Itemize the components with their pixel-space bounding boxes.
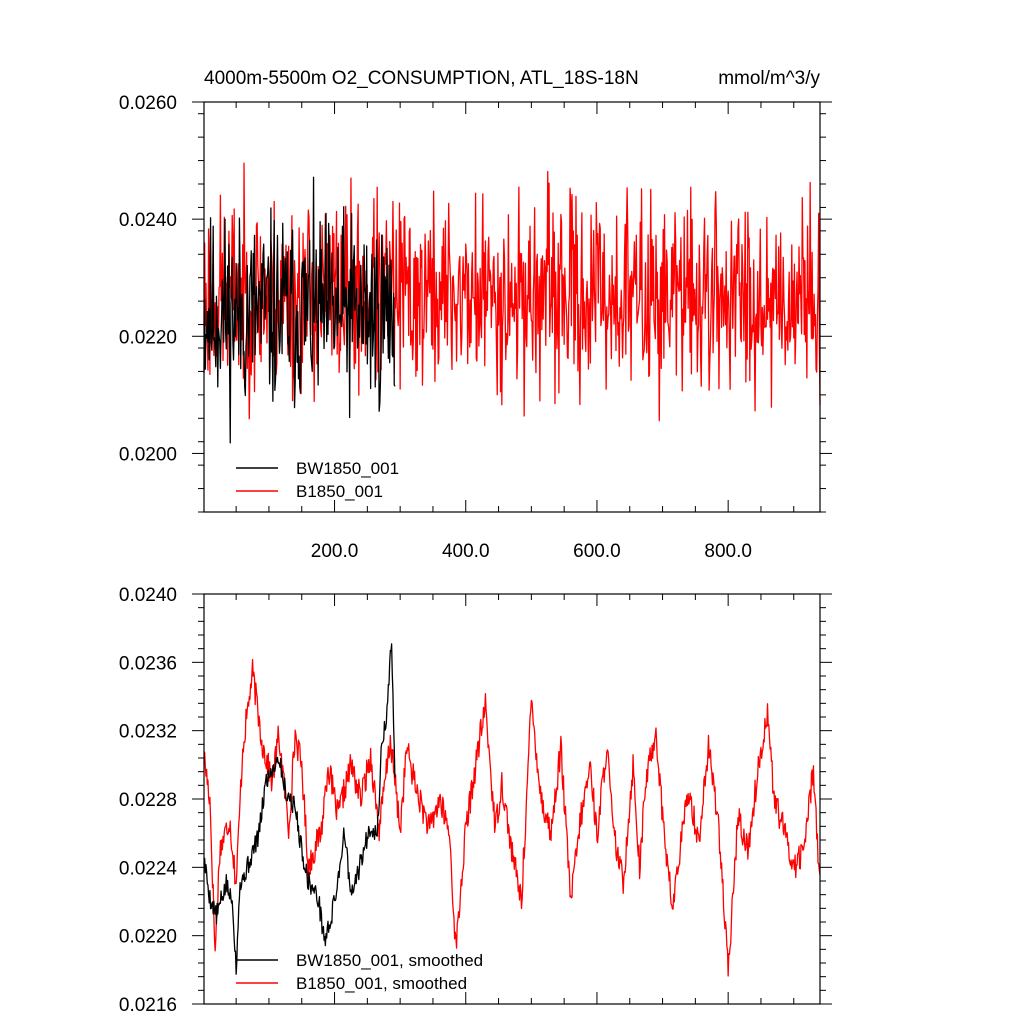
top-series-layer: [203, 162, 821, 444]
top-x-tick-label: 400.0: [442, 541, 490, 562]
top-axes-ticks: 200.0 400.0 600.0 800.0 0.0200 0.0220 0.0240 0.…: [119, 93, 832, 562]
bottom-plot-frame: [203, 593, 821, 1005]
bottom-y-tick-label: 0.0220: [119, 927, 177, 948]
bottom-y-tick-label: 0.0240: [119, 585, 177, 606]
top-legend: BW1850_001 B1850_001: [236, 459, 399, 501]
top-y-tick-label: 0.0260: [119, 93, 177, 114]
top-x-tick-label: 800.0: [704, 541, 752, 562]
legend-label-b1850: B1850_001: [296, 482, 383, 501]
bottom-axes-ticks: 0.0216 0.0220 0.0224 0.0228 0.0232 0.0236 0.02…: [119, 585, 832, 1016]
bottom-series-layer: [203, 643, 821, 977]
top-panel: 4000m-5500m O2_CONSUMPTION, ATL_18S-18N …: [119, 68, 832, 562]
bottom-y-tick-label: 0.0232: [119, 722, 177, 743]
top-plot-frame: [203, 101, 821, 513]
legend-label-b1850-smoothed: B1850_001, smoothed: [296, 974, 467, 993]
legend-label-bw1850-smoothed: BW1850_001, smoothed: [296, 951, 483, 970]
top-x-tick-label: 200.0: [311, 541, 359, 562]
chart-title: 4000m-5500m O2_CONSUMPTION, ATL_18S-18N: [204, 68, 639, 89]
legend-label-bw1850: BW1850_001: [296, 459, 399, 478]
bottom-y-tick-label: 0.0236: [119, 653, 177, 674]
bottom-y-tick-label: 0.0216: [119, 995, 177, 1016]
top-y-tick-label: 0.0240: [119, 210, 177, 231]
series-line-bw1850: [203, 176, 396, 444]
bottom-panel: 0.0216 0.0220 0.0224 0.0228 0.0232 0.0236 0.02…: [119, 585, 832, 1016]
top-y-tick-label: 0.0200: [119, 444, 177, 465]
bottom-y-tick-label: 0.0228: [119, 790, 177, 811]
series-line-b1850: [203, 162, 821, 422]
units-label: mmol/m^3/y: [718, 68, 820, 89]
bottom-legend: BW1850_001, smoothed B1850_001, smoothed: [236, 951, 483, 993]
bottom-y-tick-label: 0.0224: [119, 858, 178, 879]
top-y-tick-label: 0.0220: [119, 327, 177, 348]
series-line-b1850-smoothed: [203, 658, 821, 977]
top-x-tick-label: 600.0: [573, 541, 621, 562]
series-line-bw1850-smoothed: [203, 643, 396, 975]
